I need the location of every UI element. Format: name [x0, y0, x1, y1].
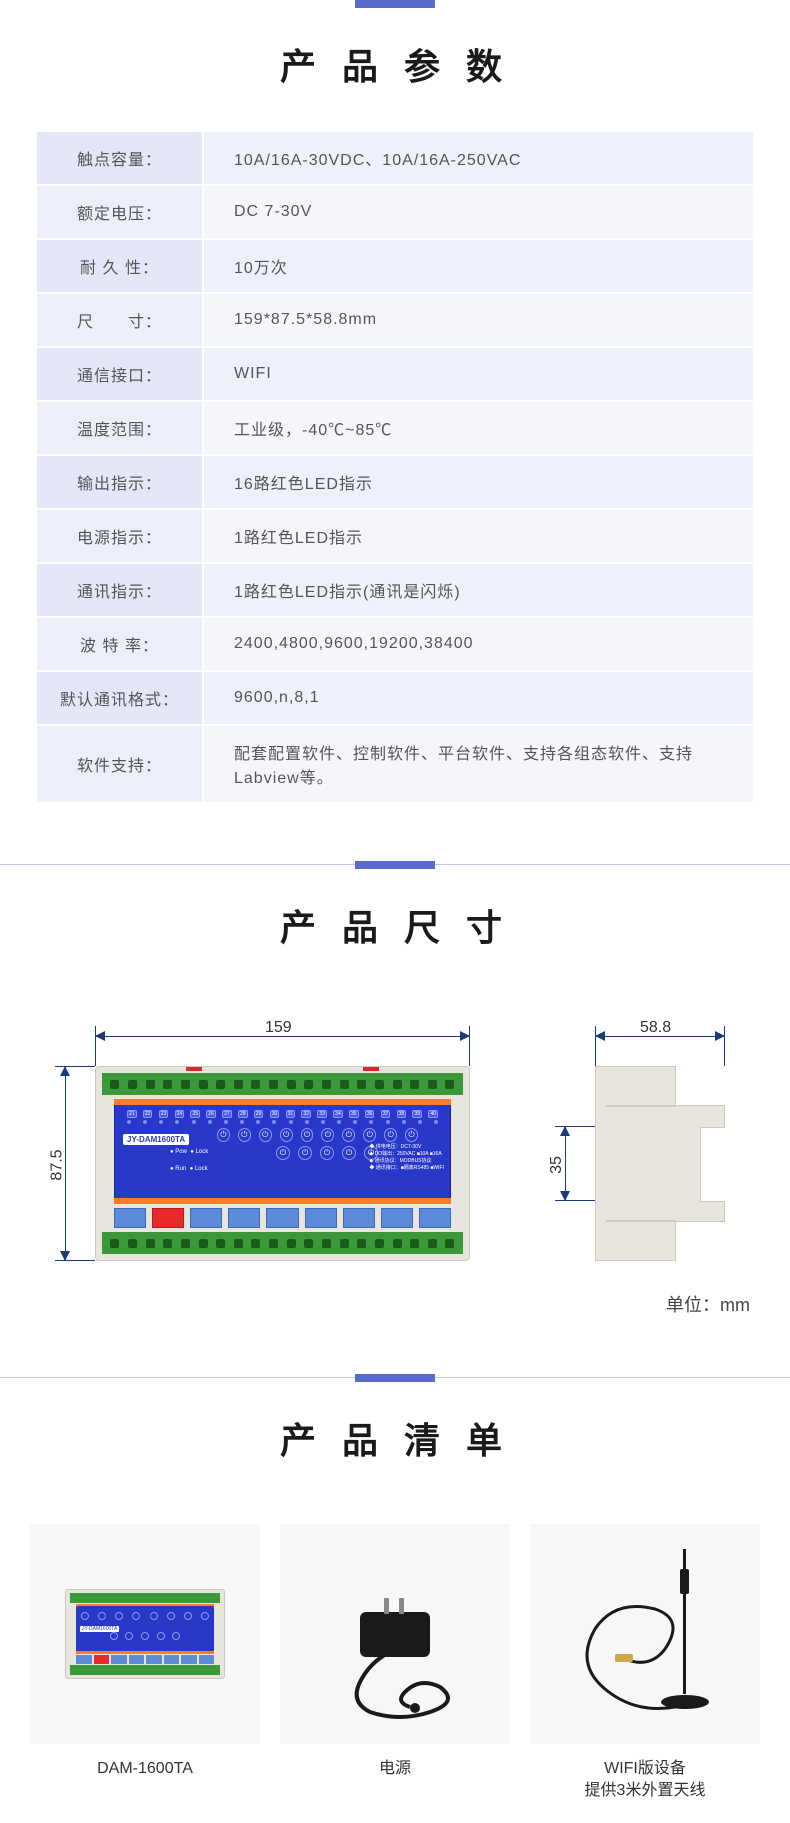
accent-bar	[355, 1374, 435, 1382]
spec-label: 通讯指示：	[37, 564, 202, 616]
spec-value: 1路红色LED指示(通讯是闪烁)	[204, 564, 753, 616]
unit-label: 单位：mm	[0, 1291, 790, 1317]
spec-value: WIFI	[204, 348, 753, 400]
dimensions-diagram: 159 87.5 2122232425262728293031323334353…	[0, 991, 790, 1281]
spec-value: 16路红色LED指示	[204, 456, 753, 508]
spec-value: 159*87.5*58.8mm	[204, 294, 753, 346]
spec-label: 触点容量：	[37, 132, 202, 184]
spec-value: 10A/16A-30VDC、10A/16A-250VAC	[204, 132, 753, 184]
dim-depth: 58.8	[640, 1019, 671, 1037]
spec-value: 10万次	[204, 240, 753, 292]
accent-bar	[355, 861, 435, 869]
spec-row: 波 特 率：2400,4800,9600,19200,38400	[37, 618, 753, 670]
spec-row: 电源指示：1路红色LED指示	[37, 510, 753, 562]
pcb: 2122232425262728293031323334353637383940…	[114, 1103, 451, 1200]
model-label: JY-DAM1600TA	[123, 1134, 189, 1145]
spec-label: 耐 久 性：	[37, 240, 202, 292]
spec-value: 9600,n,8,1	[204, 672, 753, 724]
spec-value: 2400,4800,9600,19200,38400	[204, 618, 753, 670]
spec-value: 1路红色LED指示	[204, 510, 753, 562]
spec-row: 尺 寸：159*87.5*58.8mm	[37, 294, 753, 346]
product-caption: 电源	[280, 1758, 510, 1780]
spec-label: 软件支持：	[37, 726, 202, 802]
product-image	[280, 1524, 510, 1744]
device-side-drawing	[595, 1066, 725, 1261]
spec-row: 温度范围：工业级，-40℃~85℃	[37, 402, 753, 454]
product-image	[530, 1524, 760, 1744]
spec-row: 软件支持：配套配置软件、控制软件、平台软件、支持各组态软件、支持Labview等…	[37, 726, 753, 802]
spec-row: 默认通讯格式：9600,n,8,1	[37, 672, 753, 724]
dim-side-inner: 35	[548, 1156, 566, 1174]
product-item-device: JY-DAM1600TA	[30, 1524, 260, 1803]
dim-width: 159	[265, 1019, 292, 1037]
product-image: JY-DAM1600TA	[30, 1524, 260, 1744]
product-list: JY-DAM1600TA	[0, 1504, 790, 1823]
product-caption: WIFI版设备 提供3米外置天线	[530, 1758, 760, 1803]
spec-row: 额定电压：DC 7-30V	[37, 186, 753, 238]
spec-row: 通信接口：WIFI	[37, 348, 753, 400]
spec-label: 通信接口：	[37, 348, 202, 400]
spec-label: 尺 寸：	[37, 294, 202, 346]
spec-label: 额定电压：	[37, 186, 202, 238]
spec-label: 电源指示：	[37, 510, 202, 562]
spec-row: 输出指示：16路红色LED指示	[37, 456, 753, 508]
device-front-drawing: 2122232425262728293031323334353637383940…	[95, 1066, 470, 1261]
spec-label: 波 特 率：	[37, 618, 202, 670]
spec-value: 配套配置软件、控制软件、平台软件、支持各组态软件、支持Labview等。	[204, 726, 753, 802]
side-view: 58.8 35	[540, 1011, 750, 1271]
spec-table: 触点容量：10A/16A-30VDC、10A/16A-250VAC额定电压：DC…	[35, 130, 755, 804]
spec-label: 输出指示：	[37, 456, 202, 508]
product-item-antenna: WIFI版设备 提供3米外置天线	[530, 1524, 760, 1803]
spec-value: 工业级，-40℃~85℃	[204, 402, 753, 454]
spec-label: 温度范围：	[37, 402, 202, 454]
spec-row: 耐 久 性：10万次	[37, 240, 753, 292]
front-view: 159 87.5 2122232425262728293031323334353…	[40, 1011, 480, 1271]
spec-row: 通讯指示：1路红色LED指示(通讯是闪烁)	[37, 564, 753, 616]
list-title: 产 品 清 单	[0, 1412, 790, 1464]
accent-bar	[355, 0, 435, 8]
dims-title: 产 品 尺 寸	[0, 899, 790, 951]
spec-value: DC 7-30V	[204, 186, 753, 238]
spec-row: 触点容量：10A/16A-30VDC、10A/16A-250VAC	[37, 132, 753, 184]
product-caption: DAM-1600TA	[30, 1758, 260, 1780]
dim-height: 87.5	[49, 1149, 67, 1180]
spec-label: 默认通讯格式：	[37, 672, 202, 724]
product-item-adapter: 电源	[280, 1524, 510, 1803]
specs-title: 产 品 参 数	[0, 38, 790, 90]
